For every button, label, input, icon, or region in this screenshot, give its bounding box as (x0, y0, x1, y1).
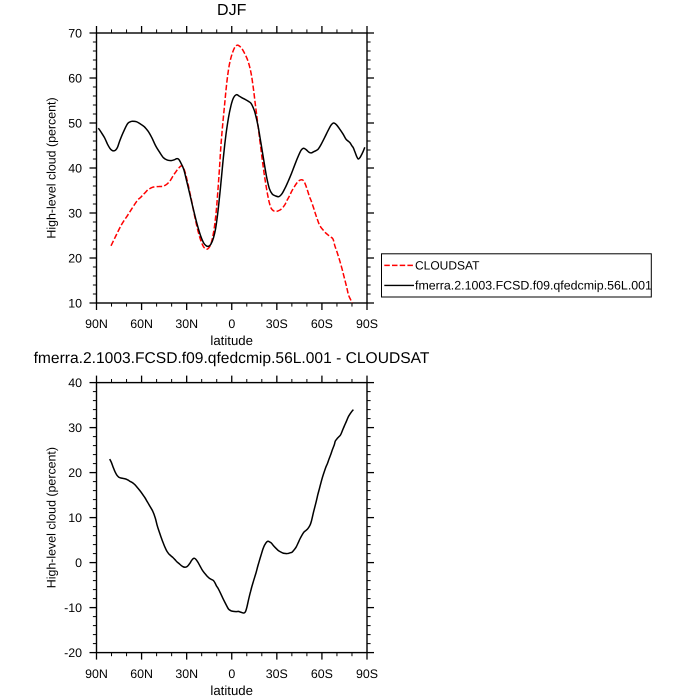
svg-text:30: 30 (68, 207, 82, 221)
svg-text:90S: 90S (356, 317, 378, 331)
svg-text:30S: 30S (266, 317, 288, 331)
svg-text:0: 0 (228, 667, 235, 681)
svg-text:90N: 90N (85, 667, 108, 681)
svg-text:60: 60 (68, 72, 82, 86)
svg-text:30S: 30S (266, 667, 288, 681)
svg-text:High-level cloud (percent): High-level cloud (percent) (45, 447, 59, 588)
svg-text:70: 70 (68, 27, 82, 41)
svg-text:50: 50 (68, 117, 82, 131)
svg-text:60S: 60S (311, 667, 333, 681)
svg-text:60S: 60S (311, 317, 333, 331)
svg-text:20: 20 (68, 252, 82, 266)
svg-text:0: 0 (75, 556, 82, 570)
svg-text:High-level cloud (percent): High-level cloud (percent) (45, 97, 59, 238)
svg-text:60N: 60N (130, 317, 153, 331)
svg-text:60N: 60N (130, 667, 153, 681)
svg-text:30N: 30N (175, 667, 198, 681)
svg-text:20: 20 (68, 466, 82, 480)
svg-text:30N: 30N (175, 317, 198, 331)
svg-text:40: 40 (68, 162, 82, 176)
svg-text:fmerra.2.1003.FCSD.f09.qfedcmi: fmerra.2.1003.FCSD.f09.qfedcmip.56L.001 (415, 279, 652, 293)
svg-text:0: 0 (228, 317, 235, 331)
svg-text:10: 10 (68, 297, 82, 311)
svg-text:-10: -10 (64, 601, 82, 615)
svg-text:CLOUDSAT: CLOUDSAT (415, 259, 480, 273)
svg-text:10: 10 (68, 511, 82, 525)
svg-text:40: 40 (68, 376, 82, 390)
svg-text:fmerra.2.1003.FCSD.f09.qfedcmi: fmerra.2.1003.FCSD.f09.qfedcmip.56L.001 … (34, 350, 430, 367)
svg-text:30: 30 (68, 421, 82, 435)
svg-text:DJF: DJF (217, 2, 247, 19)
svg-text:latitude: latitude (210, 333, 253, 348)
svg-text:90N: 90N (85, 317, 108, 331)
svg-text:90S: 90S (356, 667, 378, 681)
svg-text:-20: -20 (64, 646, 82, 660)
svg-text:latitude: latitude (210, 683, 253, 698)
